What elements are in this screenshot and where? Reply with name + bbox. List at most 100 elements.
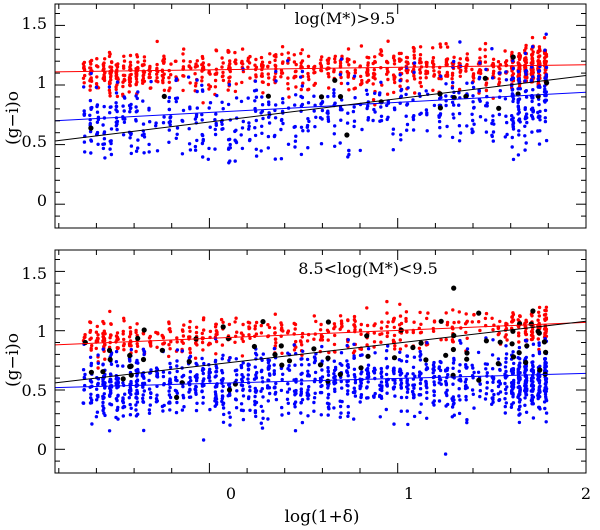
top-point-blue: [543, 116, 547, 120]
top-point-red: [201, 101, 205, 105]
top-point-red: [181, 59, 186, 63]
bottom-point-blue: [286, 411, 291, 415]
top-point-blue: [167, 120, 171, 125]
bottom-point-red: [318, 328, 323, 332]
bottom-point-red: [234, 316, 238, 320]
top-point-blue: [207, 146, 211, 151]
top-point-blue: [88, 98, 93, 103]
bottom-point-red: [404, 344, 408, 348]
bottom-point-red: [167, 343, 171, 347]
bottom-point-red: [498, 319, 502, 324]
bottom-point-blue: [174, 375, 178, 380]
bottom-point-blue: [503, 376, 508, 380]
top-point-red: [339, 75, 343, 80]
bottom-point-red: [181, 334, 186, 338]
top-point-blue: [253, 99, 257, 103]
bottom-point-red: [490, 316, 494, 320]
top-point-red: [319, 58, 323, 62]
top-point-blue: [498, 89, 502, 93]
bottom-point-blue: [220, 378, 225, 383]
top-point-red: [135, 53, 139, 57]
top-point-blue: [379, 105, 383, 109]
bottom-point-black: [186, 359, 192, 365]
bottom-point-red: [511, 311, 515, 315]
top-point-blue: [135, 109, 139, 113]
top-point-blue: [536, 74, 541, 79]
bottom-point-blue: [82, 388, 87, 392]
bottom-point-blue: [332, 406, 336, 410]
top-point-blue: [525, 120, 529, 125]
top-point-black: [337, 94, 344, 100]
bottom-point-blue: [312, 396, 317, 400]
top-point-red: [530, 35, 535, 40]
bottom-point-blue: [241, 361, 245, 365]
top-point-red: [142, 70, 147, 74]
top-point-red: [103, 57, 107, 61]
bottom-point-blue: [167, 389, 171, 393]
top-point-red: [385, 72, 389, 76]
top-point-blue: [240, 146, 245, 151]
bottom-point-blue: [147, 408, 152, 412]
top-point-red: [207, 69, 211, 74]
bottom-point-red: [431, 329, 436, 333]
top-point-red: [372, 72, 377, 76]
top-point-red: [313, 64, 317, 69]
bottom-point-red: [444, 337, 448, 342]
bottom-point-red: [340, 324, 344, 328]
bottom-point-blue: [286, 367, 290, 371]
bottom-point-red: [300, 343, 304, 347]
top-point-red: [386, 77, 390, 82]
bottom-point-blue: [128, 413, 133, 417]
top-point-blue: [378, 119, 382, 123]
bottom-point-blue: [299, 372, 303, 376]
bottom-point-blue: [241, 417, 246, 422]
bottom-point-blue: [240, 373, 244, 377]
top-point-blue: [274, 103, 278, 107]
bottom-point-blue: [543, 392, 548, 396]
top-point-blue: [412, 70, 416, 75]
top-point-red: [432, 62, 436, 67]
bottom-point-blue: [531, 387, 535, 391]
bottom-point-blue: [366, 363, 371, 367]
top-point-red: [319, 68, 323, 73]
bottom-point-blue: [399, 359, 404, 363]
top-point-blue: [200, 112, 204, 117]
bottom-point-red: [524, 320, 529, 324]
top-point-red: [319, 63, 323, 68]
bottom-point-black: [127, 363, 133, 370]
bottom-point-blue: [319, 413, 323, 417]
top-point-black: [437, 105, 443, 111]
bottom-point-red: [122, 342, 126, 346]
bottom-point-blue: [160, 404, 165, 409]
top-point-blue: [108, 105, 113, 109]
bottom-point-blue: [214, 370, 218, 374]
top-point-blue: [187, 142, 192, 146]
bottom-point-red: [379, 340, 383, 344]
top-point-red: [293, 69, 298, 74]
top-point-red: [524, 56, 528, 60]
top-point-blue: [214, 112, 218, 116]
top-point-blue: [206, 157, 210, 161]
bottom-point-black: [509, 341, 515, 347]
top-point-red: [483, 60, 488, 64]
top-point-blue: [471, 130, 475, 134]
bottom-point-red: [102, 338, 107, 343]
bottom-point-blue: [313, 391, 317, 395]
top-point-red: [346, 75, 350, 79]
bottom-point-red: [109, 333, 113, 337]
bottom-point-red: [359, 322, 363, 327]
top-point-red: [444, 62, 448, 67]
bottom-point-blue: [267, 386, 272, 390]
bottom-point-red: [305, 339, 310, 343]
bottom-point-blue: [168, 365, 173, 370]
bottom-point-blue: [234, 378, 238, 382]
bottom-point-blue: [305, 374, 310, 378]
top-point-blue: [537, 142, 542, 146]
top-point-black: [496, 105, 502, 111]
top-point-blue: [101, 123, 105, 127]
top-point-blue: [213, 118, 217, 122]
top-point-red: [524, 46, 528, 50]
top-point-red: [366, 68, 370, 72]
bottom-point-blue: [313, 359, 317, 363]
bottom-point-blue: [432, 390, 436, 394]
